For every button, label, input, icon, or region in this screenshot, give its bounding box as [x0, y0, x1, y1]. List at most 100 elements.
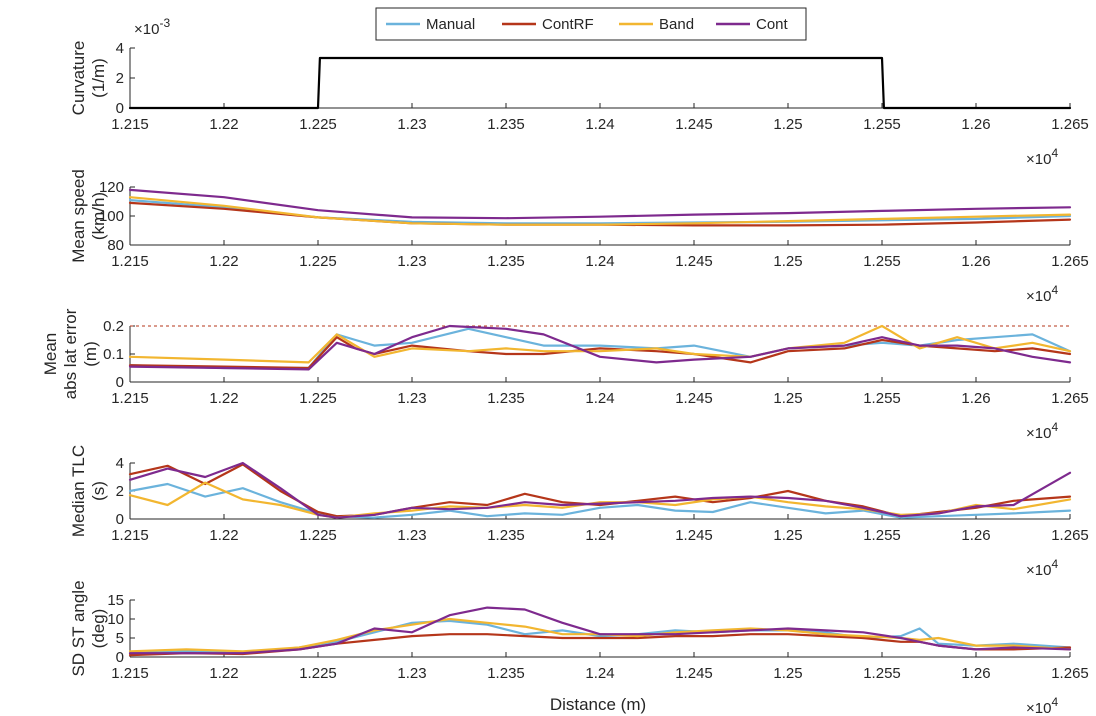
y-axis-label-line: (km/h)	[89, 192, 108, 240]
y-axis-label-line: SD ST angle	[69, 580, 88, 676]
x-tick-label: 1.235	[487, 390, 525, 407]
x-tick-label: 1.22	[209, 665, 238, 682]
x-tick-label: 1.265	[1051, 390, 1089, 407]
x-tick-label: 1.22	[209, 116, 238, 133]
x-tick-label: 1.225	[299, 390, 337, 407]
x-tick-label: 1.26	[961, 665, 990, 682]
y-axis-label-line: (m)	[81, 341, 100, 366]
x-tick-label: 1.22	[209, 527, 238, 544]
y-axis-label-line: Mean speed	[69, 169, 88, 263]
legend-label-manual: Manual	[426, 16, 475, 33]
y-tick-label: 2	[116, 70, 124, 87]
x-tick-label: 1.23	[397, 253, 426, 270]
x-tick-label: 1.235	[487, 116, 525, 133]
y-tick-label: 0	[116, 374, 124, 391]
y-tick-label: 120	[99, 179, 124, 196]
panel-1: 1.215 1.22 1.225 1.23 1.235 1.24 1.245 1.25 1.25…	[69, 16, 1089, 168]
y-axis-label-line: abs lat error	[61, 308, 80, 399]
x-tick-label: 1.245	[675, 253, 713, 270]
y-axis-label-line: Curvature	[69, 41, 88, 116]
y-axis-label: Mean speed (km/h)	[69, 169, 108, 263]
x-tick-label: 1.235	[487, 527, 525, 544]
y-axis-label-line: (s)	[89, 481, 108, 501]
legend-label-band: Band	[659, 16, 694, 33]
y-axis-label: Mean abs lat error (m)	[41, 308, 100, 399]
x-tick-label: 1.245	[675, 527, 713, 544]
series-line	[128, 56, 1072, 110]
x-tick-label: 1.23	[397, 527, 426, 544]
y-tick-label: 100	[99, 208, 124, 225]
legend-label-cont: Cont	[756, 16, 789, 33]
y-tick-label: 15	[107, 592, 124, 609]
y-multiplier-label: ×10-3	[134, 16, 170, 38]
x-multiplier-exp: 4	[1051, 420, 1058, 434]
x-tick-label: 1.255	[863, 527, 901, 544]
x-tick-label: 1.225	[299, 665, 337, 682]
x-tick-label: 1.215	[111, 390, 149, 407]
x-multiplier-label: ×104	[1026, 146, 1058, 168]
y-tick-label: 0	[116, 100, 124, 117]
y-axis-label-line: (1/m)	[89, 58, 108, 98]
x-tick-label: 1.215	[111, 665, 149, 682]
legend: Manual ContRF Band Cont	[375, 7, 807, 41]
x-tick-label: 1.255	[863, 116, 901, 133]
chart-panels: 1.215 1.22 1.225 1.23 1.235 1.24 1.245 1.25 1.25…	[41, 16, 1089, 716]
x-tick-label: 1.255	[863, 665, 901, 682]
panel-2: 1.215 1.22 1.225 1.23 1.235 1.24 1.245 1.25 1.25…	[69, 169, 1089, 305]
y-tick-label: 0.2	[103, 318, 124, 335]
x-tick-label: 1.25	[773, 665, 802, 682]
y-multiplier-exp: -3	[159, 16, 170, 30]
x-tick-label: 1.22	[209, 390, 238, 407]
x-tick-label: 1.225	[299, 116, 337, 133]
x-tick-label: 1.24	[585, 116, 614, 133]
x-tick-label: 1.215	[111, 527, 149, 544]
x-tick-label: 1.235	[487, 253, 525, 270]
x-tick-label: 1.265	[1051, 665, 1089, 682]
x-multiplier-label: ×104	[1026, 557, 1058, 579]
x-tick-label: 1.23	[397, 390, 426, 407]
x-tick-label: 1.24	[585, 253, 614, 270]
x-axis-label: Distance (m)	[550, 695, 646, 714]
x-multiplier-exp: 4	[1051, 695, 1058, 709]
x-tick-label: 1.26	[961, 116, 990, 133]
x-tick-label: 1.23	[397, 116, 426, 133]
x-tick-label: 1.215	[111, 116, 149, 133]
x-tick-label: 1.245	[675, 116, 713, 133]
panel-3: 1.215 1.22 1.225 1.23 1.235 1.24 1.245 1.25 1.25…	[41, 308, 1089, 442]
series-line-cont	[128, 188, 1072, 220]
x-tick-label: 1.26	[961, 390, 990, 407]
x-multiplier-exp: 4	[1051, 283, 1058, 297]
x-tick-label: 1.25	[773, 390, 802, 407]
x-tick-label: 1.24	[585, 390, 614, 407]
x-tick-label: 1.25	[773, 253, 802, 270]
y-tick-label: 5	[116, 630, 124, 647]
y-axis-label: Curvature (1/m)	[69, 41, 108, 116]
y-tick-label: 4	[116, 40, 124, 57]
panel-4: 1.215 1.22 1.225 1.23 1.235 1.24 1.245 1.25 1.25…	[69, 445, 1089, 579]
y-axis-label-line: Median TLC	[69, 445, 88, 537]
y-axis-label: Median TLC (s)	[69, 445, 108, 537]
series-line-contrf	[128, 336, 1072, 370]
x-tick-label: 1.235	[487, 665, 525, 682]
x-tick-label: 1.26	[961, 253, 990, 270]
series-line-cont	[128, 606, 1072, 655]
series-line-cont	[128, 461, 1072, 519]
x-multiplier-exp: 4	[1051, 146, 1058, 160]
x-tick-label: 1.255	[863, 253, 901, 270]
y-tick-label: 10	[107, 611, 124, 628]
y-tick-label: 80	[107, 237, 124, 254]
y-axis-label-line: Mean	[41, 333, 60, 376]
x-tick-label: 1.22	[209, 253, 238, 270]
x-tick-label: 1.24	[585, 665, 614, 682]
x-tick-label: 1.245	[675, 390, 713, 407]
y-axis-label: SD ST angle (deg)	[69, 580, 108, 676]
x-tick-label: 1.255	[863, 390, 901, 407]
x-tick-label: 1.24	[585, 527, 614, 544]
x-tick-label: 1.26	[961, 527, 990, 544]
legend-label-contrf: ContRF	[542, 16, 594, 33]
y-axis-label-line: (deg)	[89, 609, 108, 649]
x-multiplier-label: ×104	[1026, 420, 1058, 442]
x-tick-label: 1.215	[111, 253, 149, 270]
y-tick-label: 2	[116, 483, 124, 500]
